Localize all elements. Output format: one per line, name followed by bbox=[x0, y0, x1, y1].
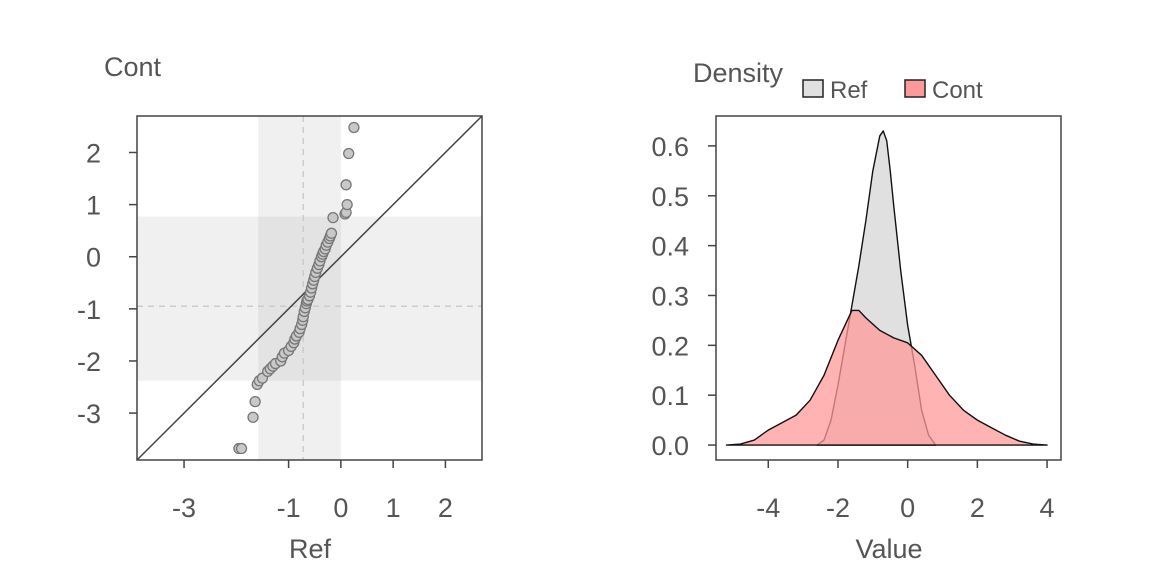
qq-x-axis: -3 -1 0 1 2 bbox=[172, 460, 453, 523]
density-y-axis: 0.0 0.1 0.2 0.3 0.4 0.5 0.6 bbox=[651, 132, 716, 461]
qq-y-tick-label: 2 bbox=[86, 138, 101, 168]
qq-y-tick-label: 1 bbox=[86, 191, 101, 221]
density-plot-frame bbox=[715, 115, 1062, 461]
qq-x-tick-label: 0 bbox=[333, 493, 348, 523]
density-y-tick-label: 0.3 bbox=[651, 281, 689, 311]
qq-y-title: Cont bbox=[104, 52, 162, 82]
density-y-tick-label: 0.0 bbox=[651, 431, 689, 461]
qq-point bbox=[343, 147, 355, 160]
qq-point bbox=[327, 211, 339, 224]
density-x-title: Value bbox=[855, 534, 922, 564]
qq-x-tick-label: 1 bbox=[386, 493, 401, 523]
density-y-tick-label: 0.1 bbox=[651, 381, 689, 411]
density-y-tick-label: 0.2 bbox=[651, 331, 689, 361]
legend-label-ref: Ref bbox=[830, 77, 868, 104]
qq-point bbox=[249, 395, 261, 408]
density-y-title: Density bbox=[693, 58, 784, 88]
qq-point bbox=[325, 227, 338, 239]
density-area-cont bbox=[725, 309, 1048, 446]
qq-points bbox=[233, 121, 360, 455]
density-x-tick-label: 0 bbox=[900, 493, 915, 523]
legend-swatch-ref bbox=[802, 79, 824, 98]
density-x-tick-label: -2 bbox=[826, 493, 850, 523]
qq-y-axis: 2 1 0 -1 -2 -3 bbox=[77, 138, 137, 429]
qq-y-tick-label: -3 bbox=[77, 399, 101, 429]
qq-x-title: Ref bbox=[289, 534, 332, 564]
density-x-tick-label: 4 bbox=[1040, 493, 1055, 523]
qq-point bbox=[348, 121, 360, 134]
density-y-tick-label: 0.4 bbox=[651, 232, 689, 262]
density-y-tick-label: 0.5 bbox=[651, 182, 689, 212]
legend-swatch-cont bbox=[904, 79, 926, 98]
qq-x-tick-label: -1 bbox=[277, 493, 301, 523]
density-plot-panel: -4 -2 0 2 4 0.0 0.1 0.2 0.3 0.4 0.5 0.6 Density Va… bbox=[651, 58, 1062, 564]
qq-plot-panel: -3 -1 0 1 2 2 1 0 -1 -2 -3 Cont Ref bbox=[77, 52, 483, 564]
density-areas bbox=[725, 130, 1048, 446]
qq-y-tick-label: 0 bbox=[86, 243, 101, 273]
qq-x-tick-label: -3 bbox=[172, 493, 196, 523]
qq-point bbox=[247, 411, 259, 423]
density-legend: Ref Cont bbox=[802, 77, 983, 104]
qq-y-tick-label: -1 bbox=[77, 295, 101, 325]
legend-label-cont: Cont bbox=[932, 77, 983, 104]
density-x-axis: -4 -2 0 2 4 bbox=[756, 460, 1055, 523]
qq-y-tick-label: -2 bbox=[77, 347, 101, 377]
density-x-tick-label: 2 bbox=[970, 493, 985, 523]
qq-plot-frame bbox=[136, 115, 483, 461]
density-x-tick-label: -4 bbox=[756, 493, 780, 523]
qq-point bbox=[235, 442, 248, 455]
density-y-tick-label: 0.6 bbox=[651, 132, 689, 162]
qq-point bbox=[340, 179, 352, 191]
qq-x-tick-label: 2 bbox=[438, 493, 453, 523]
qq-point bbox=[341, 198, 353, 211]
